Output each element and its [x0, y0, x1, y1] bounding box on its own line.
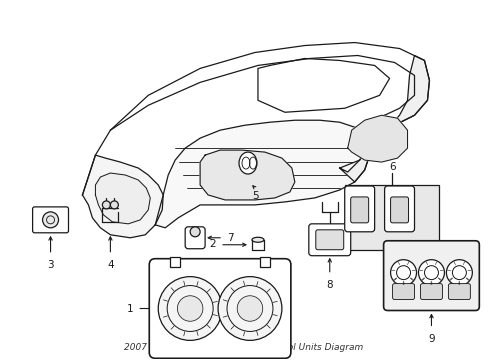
Polygon shape: [200, 150, 294, 200]
Polygon shape: [155, 120, 369, 228]
FancyBboxPatch shape: [308, 224, 350, 256]
Circle shape: [110, 201, 118, 209]
Polygon shape: [251, 240, 264, 250]
Bar: [344, 185, 439, 250]
Polygon shape: [82, 155, 163, 238]
FancyBboxPatch shape: [33, 207, 68, 233]
Circle shape: [177, 296, 203, 321]
Circle shape: [390, 260, 416, 285]
FancyBboxPatch shape: [185, 227, 204, 249]
FancyBboxPatch shape: [350, 197, 368, 223]
Text: 7: 7: [226, 233, 233, 243]
FancyBboxPatch shape: [390, 197, 407, 223]
Text: 4: 4: [107, 260, 114, 270]
Circle shape: [190, 227, 200, 237]
FancyBboxPatch shape: [344, 186, 374, 232]
Text: 6: 6: [388, 162, 395, 172]
Text: 2007 Pontiac G5 A/C & Heater Control Units Diagram: 2007 Pontiac G5 A/C & Heater Control Uni…: [124, 343, 363, 352]
Text: 9: 9: [427, 334, 434, 345]
Bar: [170, 257, 180, 267]
Text: 1: 1: [126, 303, 133, 314]
Bar: [260, 257, 269, 267]
Text: 5: 5: [252, 191, 259, 201]
Circle shape: [218, 276, 281, 340]
FancyBboxPatch shape: [383, 241, 478, 310]
Text: 8: 8: [326, 280, 332, 289]
Polygon shape: [339, 55, 428, 182]
FancyBboxPatch shape: [384, 186, 414, 232]
Ellipse shape: [239, 152, 256, 174]
Text: 3: 3: [47, 260, 54, 270]
FancyBboxPatch shape: [420, 284, 442, 300]
FancyBboxPatch shape: [447, 284, 469, 300]
FancyBboxPatch shape: [315, 230, 343, 250]
FancyBboxPatch shape: [392, 284, 414, 300]
Circle shape: [418, 260, 444, 285]
Polygon shape: [95, 173, 150, 224]
Circle shape: [102, 201, 110, 209]
Polygon shape: [347, 115, 407, 162]
FancyBboxPatch shape: [149, 259, 290, 358]
Text: 2: 2: [209, 239, 216, 249]
Circle shape: [42, 212, 59, 228]
Circle shape: [158, 276, 222, 340]
Ellipse shape: [251, 237, 264, 242]
Circle shape: [237, 296, 262, 321]
Circle shape: [446, 260, 471, 285]
